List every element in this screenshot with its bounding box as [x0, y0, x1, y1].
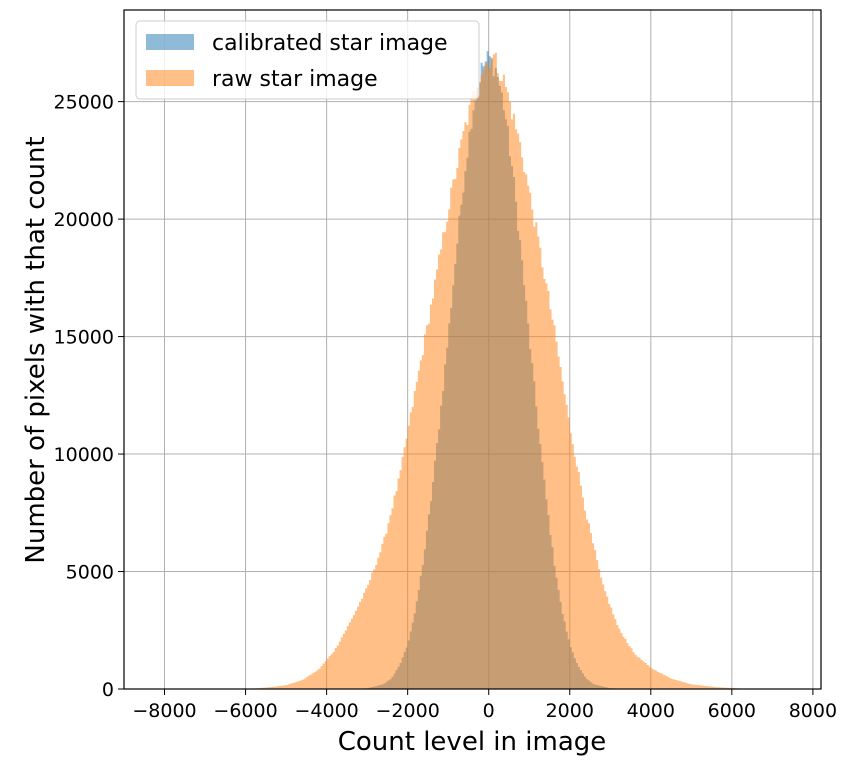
- x-tick-label: −2000: [376, 700, 440, 722]
- y-tick-label: 25000: [54, 92, 114, 114]
- x-tick-label: 2000: [546, 700, 594, 722]
- x-axis-label: Count level in image: [338, 727, 607, 757]
- y-tick-label: 5000: [66, 562, 114, 584]
- x-tick-label: 4000: [627, 700, 675, 722]
- x-tick-label: 6000: [708, 700, 756, 722]
- y-tick-label: 20000: [54, 209, 114, 231]
- legend: calibrated star image raw star image: [135, 20, 480, 100]
- x-tick-label: −4000: [294, 700, 358, 722]
- x-tick-label: −6000: [213, 700, 277, 722]
- legend-swatch-raw: [146, 70, 194, 86]
- x-tick-label: 8000: [789, 700, 837, 722]
- x-axis-ticks: −8000 −6000 −4000 −2000 0 2000 4000 6000 8000: [132, 689, 837, 722]
- plot-frame: [123, 9, 822, 690]
- histogram-area-raw: [245, 52, 789, 689]
- y-tick-label: 15000: [54, 327, 114, 349]
- y-tick-label: 0: [102, 679, 114, 701]
- legend-label-calibrated: calibrated star image: [212, 31, 448, 56]
- legend-label-raw: raw star image: [212, 67, 378, 92]
- legend-swatch-calibrated: [146, 34, 194, 50]
- y-tick-label: 10000: [54, 444, 114, 466]
- y-axis-ticks: 0 5000 10000 15000 20000 25000: [54, 92, 124, 701]
- y-axis-label: Number of pixels with that count: [21, 136, 51, 563]
- histogram-bars: [245, 51, 789, 689]
- x-tick-label: 0: [483, 700, 495, 722]
- legend-frame: [135, 20, 480, 100]
- x-tick-label: −8000: [132, 700, 196, 722]
- series-raw: [245, 52, 789, 689]
